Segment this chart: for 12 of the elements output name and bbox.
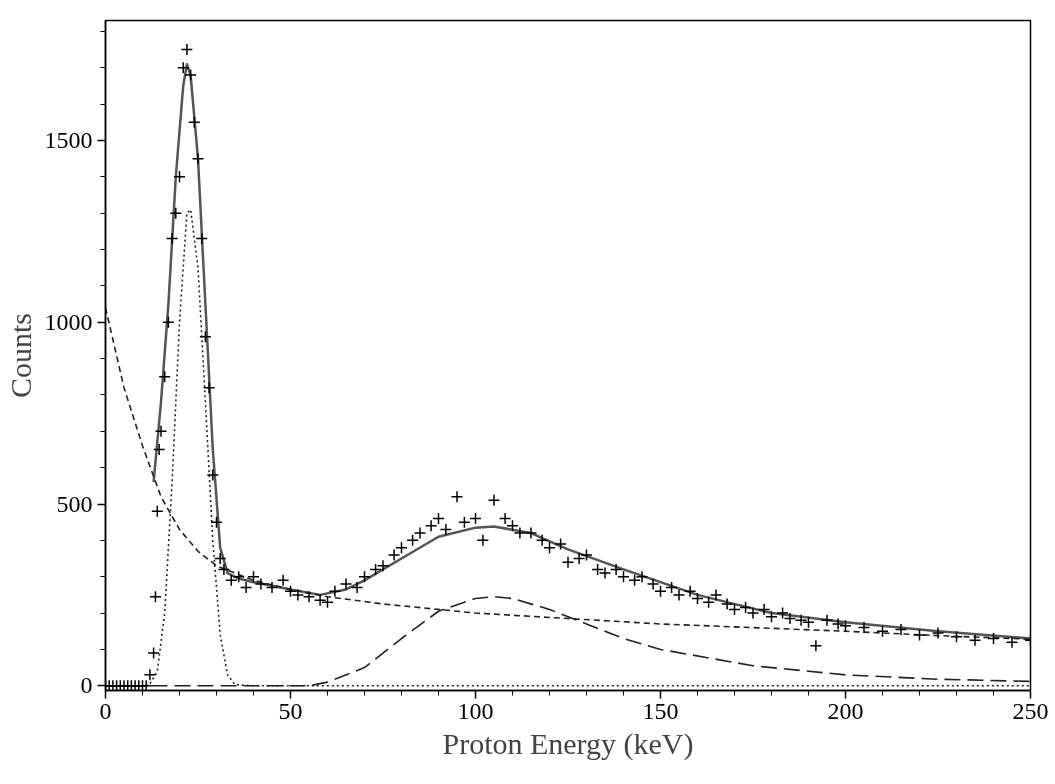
x-tick-label: 200 xyxy=(827,697,864,724)
y-tick-label: 500 xyxy=(56,490,93,517)
y-tick-label: 1500 xyxy=(44,126,93,153)
x-tick-label: 0 xyxy=(99,697,112,724)
y-tick-label: 0 xyxy=(80,672,93,699)
x-axis-title: Proton Energy (keV) xyxy=(442,726,694,761)
x-tick-label: 250 xyxy=(1012,697,1049,724)
y-tick-label: 1000 xyxy=(44,308,93,335)
x-tick-label: 100 xyxy=(457,697,494,724)
x-tick-label: 50 xyxy=(278,697,303,724)
y-axis-title: Counts xyxy=(3,312,37,399)
x-tick-label: 150 xyxy=(642,697,679,724)
